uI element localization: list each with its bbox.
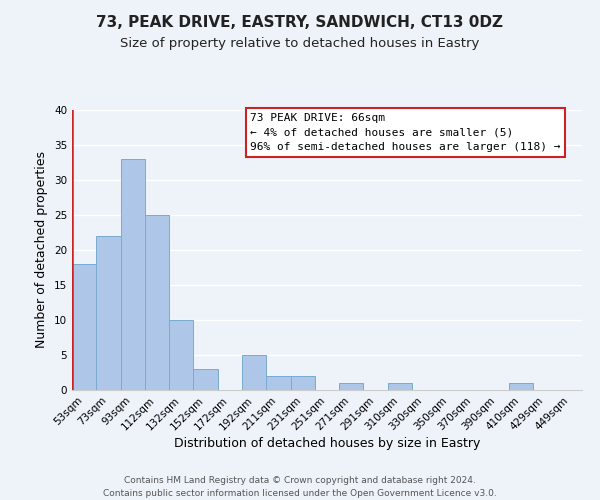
Text: 73 PEAK DRIVE: 66sqm
← 4% of detached houses are smaller (5)
96% of semi-detache: 73 PEAK DRIVE: 66sqm ← 4% of detached ho… bbox=[251, 113, 561, 152]
Bar bbox=[145, 215, 169, 390]
Text: Contains HM Land Registry data © Crown copyright and database right 2024.
Contai: Contains HM Land Registry data © Crown c… bbox=[103, 476, 497, 498]
Bar bbox=[290, 376, 315, 390]
Text: 73, PEAK DRIVE, EASTRY, SANDWICH, CT13 0DZ: 73, PEAK DRIVE, EASTRY, SANDWICH, CT13 0… bbox=[97, 15, 503, 30]
Bar bbox=[242, 355, 266, 390]
Bar bbox=[509, 383, 533, 390]
Bar bbox=[169, 320, 193, 390]
Bar bbox=[96, 236, 121, 390]
Bar bbox=[266, 376, 290, 390]
Bar bbox=[388, 383, 412, 390]
Bar bbox=[339, 383, 364, 390]
Text: Size of property relative to detached houses in Eastry: Size of property relative to detached ho… bbox=[121, 38, 479, 51]
X-axis label: Distribution of detached houses by size in Eastry: Distribution of detached houses by size … bbox=[174, 438, 480, 450]
Bar bbox=[72, 264, 96, 390]
Bar bbox=[121, 159, 145, 390]
Y-axis label: Number of detached properties: Number of detached properties bbox=[35, 152, 49, 348]
Bar bbox=[193, 369, 218, 390]
